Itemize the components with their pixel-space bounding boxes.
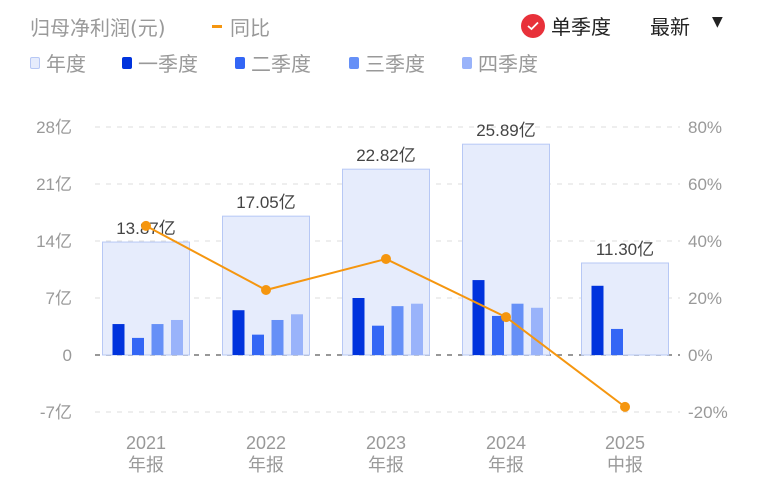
quarter-bar-1 xyxy=(232,310,245,355)
quarter-bar-2 xyxy=(611,328,623,355)
quarter-bar-1 xyxy=(591,285,604,355)
single-quarter-toggle[interactable]: 单季度 xyxy=(521,11,611,40)
quarter-bar-1 xyxy=(352,298,365,355)
single-quarter-label: 单季度 xyxy=(551,15,611,39)
legend-swatch xyxy=(235,56,245,69)
legend-yoy-label: 同比 xyxy=(230,16,270,40)
y-right-tick-label: 20% xyxy=(688,289,722,308)
quarter-bar-4 xyxy=(411,303,423,355)
x-tick-year: 2025 xyxy=(605,433,645,453)
x-tick-year: 2024 xyxy=(486,433,526,453)
y-left-tick-label: 28亿 xyxy=(36,118,72,137)
yoy-point xyxy=(141,220,151,231)
yoy-point xyxy=(381,253,391,264)
x-tick-year: 2023 xyxy=(366,433,406,453)
quarter-bar-4 xyxy=(531,307,543,355)
annual-data-label: 17.05亿 xyxy=(236,193,296,212)
y-left-tick-label: 21亿 xyxy=(36,175,72,194)
quarter-bar-1 xyxy=(112,324,125,355)
period-dropdown-value: 最新 xyxy=(650,15,690,39)
x-tick-report: 中报 xyxy=(607,455,643,475)
legend-q3[interactable]: 三季度 xyxy=(349,48,425,77)
x-tick-report: 年报 xyxy=(248,455,284,475)
yoy-point xyxy=(620,401,630,412)
caret-down-icon: ▼ xyxy=(712,13,723,30)
legend-q4[interactable]: 四季度 xyxy=(462,48,538,77)
annual-data-label: 22.82亿 xyxy=(356,146,416,165)
y-right-tick-label: 40% xyxy=(688,232,722,251)
chart-title: 归母净利润(元) xyxy=(30,16,166,40)
legend-label: 年度 xyxy=(46,52,86,76)
legend-yoy[interactable]: 同比 xyxy=(212,12,270,41)
legend-label: 四季度 xyxy=(478,52,538,76)
legend-swatch xyxy=(30,56,40,69)
check-icon xyxy=(521,13,545,38)
quarter-bar-2 xyxy=(372,325,384,355)
legend-swatch xyxy=(462,56,472,69)
period-dropdown[interactable]: 最新 ▼ xyxy=(650,11,723,40)
y-right-tick-label: 60% xyxy=(688,175,722,194)
y-left-tick-label: 0 xyxy=(63,346,72,365)
x-tick-year: 2022 xyxy=(246,433,286,453)
y-right-tick-label: 0% xyxy=(688,346,713,365)
legend-label: 二季度 xyxy=(251,52,311,76)
quarter-bar-3 xyxy=(391,306,404,355)
yoy-point xyxy=(501,312,511,323)
x-tick-report: 年报 xyxy=(368,455,404,475)
legend-swatch xyxy=(349,56,359,69)
legend-label: 三季度 xyxy=(365,52,425,76)
x-tick-report: 年报 xyxy=(488,455,524,475)
quarter-bar-3 xyxy=(271,319,284,355)
quarter-bar-4 xyxy=(291,314,303,355)
quarter-bar-3 xyxy=(511,303,524,355)
y-left-tick-label: -7亿 xyxy=(40,403,72,422)
quarter-bar-4 xyxy=(171,319,183,355)
y-right-tick-label: 80% xyxy=(688,118,722,137)
quarter-bar-1 xyxy=(472,280,485,355)
x-tick-report: 年报 xyxy=(128,455,164,475)
legend-label: 一季度 xyxy=(138,52,198,76)
quarter-bar-2 xyxy=(252,334,264,355)
annual-data-label: 11.30亿 xyxy=(596,240,654,259)
annual-data-label: 25.89亿 xyxy=(476,121,536,140)
quarter-bar-2 xyxy=(132,337,144,355)
legend-q2[interactable]: 二季度 xyxy=(235,48,311,77)
yoy-line-swatch-icon xyxy=(212,25,222,28)
y-left-tick-label: 7亿 xyxy=(46,289,72,308)
quarter-bar-2 xyxy=(492,315,504,355)
yoy-point xyxy=(261,285,271,296)
quarter-bar-3 xyxy=(151,324,164,355)
legend-annual[interactable]: 年度 xyxy=(30,48,86,77)
y-left-tick-label: 14亿 xyxy=(36,232,72,251)
x-tick-year: 2021 xyxy=(126,433,166,453)
legend-q1[interactable]: 一季度 xyxy=(122,48,198,77)
legend-swatch xyxy=(122,56,132,69)
y-right-tick-label: -20% xyxy=(688,403,728,422)
